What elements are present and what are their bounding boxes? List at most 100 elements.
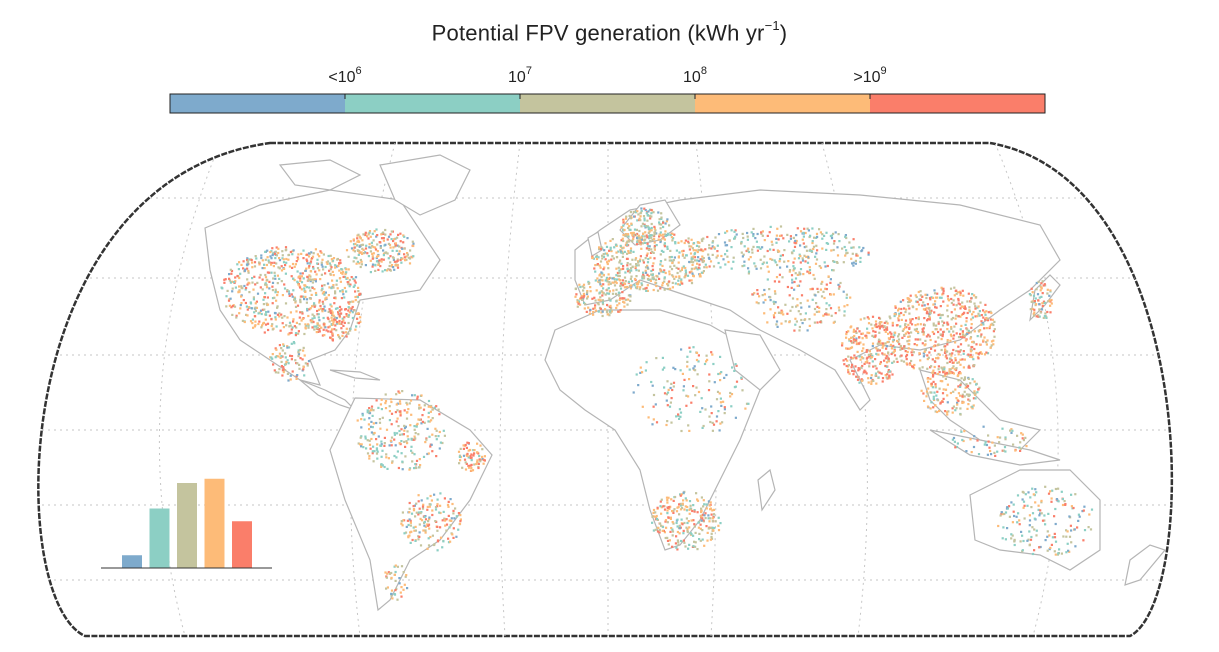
fpv-site-dot bbox=[1061, 503, 1065, 507]
fpv-site-dot bbox=[389, 246, 392, 249]
fpv-site-dot bbox=[653, 257, 656, 260]
fpv-site-dot bbox=[1010, 431, 1013, 434]
fpv-site-dot bbox=[346, 276, 349, 280]
fpv-site-dot bbox=[884, 374, 887, 377]
fpv-site-dot bbox=[436, 525, 439, 528]
fpv-site-dot bbox=[478, 454, 481, 458]
fpv-site-dot bbox=[375, 452, 379, 455]
fpv-site-dot bbox=[598, 280, 601, 284]
fpv-site-dot bbox=[606, 254, 609, 257]
fpv-site-dot bbox=[695, 351, 699, 354]
fpv-site-dot bbox=[413, 504, 416, 507]
fpv-site-dot bbox=[405, 401, 408, 404]
fpv-site-dot bbox=[248, 306, 251, 309]
fpv-site-dot bbox=[393, 565, 396, 568]
fpv-site-dot bbox=[476, 451, 479, 454]
fpv-site-dot bbox=[377, 435, 380, 438]
fpv-site-dot bbox=[246, 257, 249, 260]
fpv-site-dot bbox=[612, 289, 615, 292]
fpv-site-dot bbox=[1029, 308, 1032, 311]
fpv-site-dot bbox=[438, 413, 441, 416]
fpv-site-dot bbox=[292, 341, 295, 344]
fpv-site-dot bbox=[620, 251, 623, 254]
fpv-site-dot bbox=[681, 372, 684, 375]
fpv-site-dot bbox=[277, 355, 280, 358]
fpv-site-dot bbox=[817, 290, 820, 294]
fpv-site-dot bbox=[310, 251, 313, 254]
fpv-site-dot bbox=[844, 234, 847, 237]
fpv-site-dot bbox=[395, 403, 398, 406]
fpv-site-dot bbox=[851, 369, 854, 372]
fpv-site-dot bbox=[922, 352, 925, 355]
fpv-site-dot bbox=[875, 323, 878, 326]
fpv-site-dot bbox=[292, 277, 295, 280]
fpv-site-dot bbox=[962, 294, 965, 297]
fpv-site-dot bbox=[368, 246, 371, 249]
fpv-site-dot bbox=[280, 365, 283, 368]
fpv-site-dot bbox=[903, 333, 906, 337]
fpv-site-dot bbox=[264, 276, 268, 279]
fpv-site-dot bbox=[345, 327, 348, 330]
fpv-site-dot bbox=[899, 344, 902, 348]
fpv-site-dot bbox=[678, 524, 681, 527]
fpv-site-dot bbox=[973, 364, 976, 367]
fpv-site-dot bbox=[671, 528, 674, 531]
fpv-site-dot bbox=[224, 278, 227, 281]
fpv-site-dot bbox=[360, 260, 363, 263]
fpv-site-dot bbox=[928, 315, 931, 318]
fpv-site-dot bbox=[988, 325, 991, 328]
fpv-site-dot bbox=[919, 290, 922, 293]
fpv-site-dot bbox=[392, 258, 395, 261]
fpv-site-dot bbox=[292, 249, 295, 252]
fpv-site-dot bbox=[680, 504, 683, 507]
fpv-site-dot bbox=[372, 409, 375, 412]
fpv-site-dot bbox=[381, 416, 384, 419]
colorbar-bin bbox=[170, 94, 345, 113]
fpv-site-dot bbox=[425, 438, 428, 441]
fpv-site-dot bbox=[302, 368, 305, 371]
fpv-site-dot bbox=[863, 362, 866, 365]
fpv-site-dot bbox=[710, 351, 713, 354]
fpv-site-dot bbox=[977, 357, 980, 360]
fpv-site-dot bbox=[264, 283, 267, 286]
fpv-site-dot bbox=[942, 371, 945, 374]
fpv-site-dot bbox=[820, 282, 823, 285]
fpv-site-dot bbox=[388, 572, 391, 575]
fpv-site-dot bbox=[701, 239, 704, 243]
fpv-site-dot bbox=[850, 341, 854, 344]
fpv-site-dot bbox=[830, 237, 834, 240]
fpv-site-dot bbox=[692, 385, 695, 388]
fpv-site-dot bbox=[271, 254, 274, 257]
fpv-site-dot bbox=[639, 258, 642, 261]
fpv-site-dot bbox=[645, 286, 648, 290]
fpv-site-dot bbox=[612, 281, 615, 284]
fpv-site-dot bbox=[637, 261, 640, 264]
fpv-site-dot bbox=[890, 332, 893, 335]
fpv-site-dot bbox=[698, 245, 701, 248]
fpv-site-dot bbox=[725, 373, 728, 377]
fpv-site-dot bbox=[238, 285, 241, 288]
fpv-site-dot bbox=[816, 235, 819, 238]
fpv-site-dot bbox=[587, 282, 590, 285]
fpv-site-dot bbox=[286, 290, 289, 293]
fpv-site-dot bbox=[410, 449, 413, 452]
fpv-site-dot bbox=[671, 232, 674, 235]
fpv-site-dot bbox=[388, 405, 391, 408]
fpv-site-dot bbox=[274, 318, 277, 321]
fpv-site-dot bbox=[982, 316, 985, 319]
fpv-site-dot bbox=[665, 526, 668, 529]
fpv-site-dot bbox=[313, 305, 316, 308]
fpv-site-dot bbox=[637, 234, 640, 237]
fpv-site-dot bbox=[246, 278, 249, 281]
fpv-site-dot bbox=[850, 325, 853, 328]
fpv-site-dot bbox=[301, 312, 304, 315]
fpv-site-dot bbox=[623, 305, 626, 308]
fpv-site-dot bbox=[650, 248, 653, 251]
fpv-site-dot bbox=[360, 435, 363, 438]
fpv-site-dot bbox=[847, 364, 850, 367]
fpv-site-dot bbox=[638, 237, 641, 240]
fpv-site-dot bbox=[238, 261, 241, 264]
fpv-site-dot bbox=[282, 343, 285, 346]
fpv-site-dot bbox=[355, 262, 358, 265]
fpv-site-dot bbox=[955, 397, 958, 400]
